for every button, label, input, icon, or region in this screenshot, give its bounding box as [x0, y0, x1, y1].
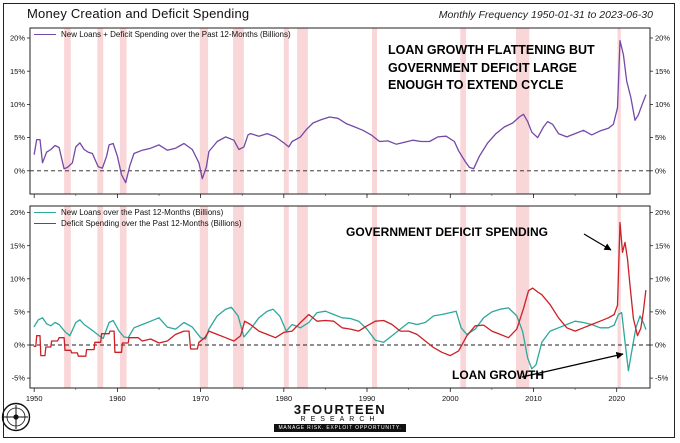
svg-text:10%: 10% — [655, 100, 670, 109]
brand-subname: RESEARCH — [300, 416, 380, 423]
header: Money Creation and Deficit Spending Mont… — [27, 6, 653, 21]
svg-text:2010: 2010 — [525, 394, 542, 403]
bottom-legend: New Loans over the Past 12-Months (Billi… — [34, 207, 242, 229]
svg-text:2020: 2020 — [608, 394, 625, 403]
svg-text:15%: 15% — [10, 241, 25, 250]
svg-text:10%: 10% — [10, 274, 25, 283]
svg-text:10%: 10% — [655, 274, 670, 283]
frequency-note: Monthly Frequency 1950-01-31 to 2023-06-… — [438, 9, 653, 21]
legend-item-total: New Loans + Deficit Spending over the Pa… — [34, 29, 291, 40]
svg-text:1970: 1970 — [192, 394, 209, 403]
legend-label-loans: New Loans over the Past 12-Months (Billi… — [61, 208, 224, 217]
svg-text:20%: 20% — [655, 208, 670, 217]
bottom-chart-panel: -5% -5% 0% 0% 5% 5% 10% 10% 15% 15% 20% 20% 1950 1960… — [10, 205, 670, 403]
svg-text:5%: 5% — [655, 133, 666, 142]
total-line-swatch — [34, 34, 56, 35]
annotation-cycle-note: LOAN GROWTH FLATTENING BUT GOVERNMENT DE… — [388, 43, 595, 92]
svg-text:2000: 2000 — [442, 394, 459, 403]
annotation-loan-growth: LOAN GROWTH — [452, 368, 544, 382]
top-legend: New Loans + Deficit Spending over the Pa… — [34, 29, 291, 40]
deficit-line-swatch — [34, 223, 56, 224]
svg-text:10%: 10% — [10, 100, 25, 109]
page-title: Money Creation and Deficit Spending — [27, 6, 250, 21]
legend-label-deficit: Deficit Spending over the Past 12-Months… — [61, 219, 242, 228]
svg-text:5%: 5% — [655, 308, 666, 317]
threefourteen-logo-icon — [1, 402, 31, 432]
svg-text:20%: 20% — [10, 34, 25, 43]
legend-item-loans: New Loans over the Past 12-Months (Billi… — [34, 207, 242, 218]
svg-text:1980: 1980 — [275, 394, 292, 403]
svg-text:0%: 0% — [14, 341, 25, 350]
svg-text:1990: 1990 — [359, 394, 376, 403]
svg-text:15%: 15% — [10, 67, 25, 76]
svg-text:20%: 20% — [10, 208, 25, 217]
svg-text:0%: 0% — [655, 166, 666, 175]
svg-text:15%: 15% — [655, 241, 670, 250]
loans-line-swatch — [34, 212, 56, 213]
svg-text:0%: 0% — [655, 341, 666, 350]
svg-text:-5%: -5% — [655, 374, 669, 383]
svg-text:-5%: -5% — [12, 374, 26, 383]
legend-label-total: New Loans + Deficit Spending over the Pa… — [61, 30, 291, 39]
svg-text:5%: 5% — [14, 308, 25, 317]
legend-item-deficit: Deficit Spending over the Past 12-Months… — [34, 218, 242, 229]
svg-text:5%: 5% — [14, 133, 25, 142]
svg-text:1950: 1950 — [26, 394, 43, 403]
svg-text:20%: 20% — [655, 34, 670, 43]
annotation-deficit-spending: GOVERNMENT DEFICIT SPENDING — [346, 225, 549, 239]
svg-text:0%: 0% — [14, 166, 25, 175]
brand-footer: 3FOURTEEN RESEARCH MANAGE RISK. EXPLOIT … — [0, 402, 680, 432]
brand-text: 3FOURTEEN RESEARCH MANAGE RISK. EXPLOIT … — [274, 402, 406, 432]
top-chart-panel: 0% 0% 5% 5% 10% 10% 15% 15% 20% 20% — [10, 27, 670, 198]
svg-text:15%: 15% — [655, 67, 670, 76]
svg-text:1960: 1960 — [109, 394, 126, 403]
brand-name: 3FOURTEEN — [293, 402, 387, 417]
brand-tagline: MANAGE RISK. EXPLOIT OPPORTUNITY. — [274, 424, 406, 432]
